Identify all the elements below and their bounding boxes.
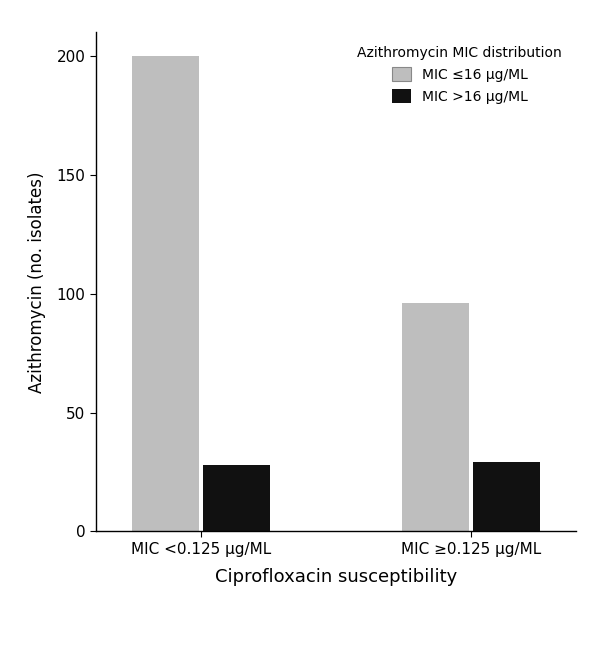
Bar: [401, 303, 469, 531]
Bar: [203, 465, 271, 531]
Y-axis label: Azithromycin (no. isolates): Azithromycin (no. isolates): [28, 171, 46, 393]
Bar: [132, 56, 199, 531]
Bar: [473, 463, 540, 531]
Legend: MIC ≤16 μg/ML, MIC >16 μg/ML: MIC ≤16 μg/ML, MIC >16 μg/ML: [350, 40, 569, 111]
X-axis label: Ciprofloxacin susceptibility: Ciprofloxacin susceptibility: [215, 568, 457, 586]
